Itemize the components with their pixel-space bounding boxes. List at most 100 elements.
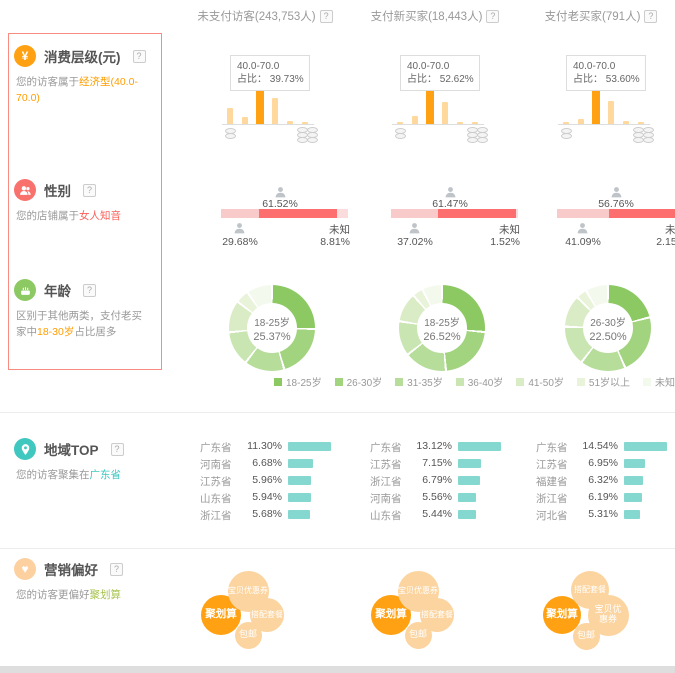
bar[interactable] — [272, 98, 278, 124]
gender-bar-segment-unknown[interactable] — [516, 209, 518, 218]
help-icon[interactable]: ? — [83, 183, 96, 197]
marketing-bubble[interactable]: 搭配套餐 — [250, 598, 284, 632]
help-icon[interactable]: ? — [110, 562, 123, 576]
legend-item[interactable]: 41-50岁 — [516, 374, 564, 389]
region-percent: 6.32% — [588, 474, 618, 486]
legend-swatch — [334, 377, 343, 386]
bar[interactable] — [623, 121, 629, 124]
section-gender: 性别 ? 您的店铺属于女人知音 — [14, 179, 162, 224]
legend-label: 未知 — [655, 378, 675, 389]
region-percent: 6.79% — [422, 474, 452, 486]
gender-bar-segment-male[interactable] — [391, 209, 438, 218]
marketing-bubble[interactable]: 包邮 — [404, 621, 432, 649]
region-bar[interactable] — [288, 476, 311, 485]
age-chart: 18-25岁 25.37% — [180, 280, 350, 376]
bar[interactable] — [227, 108, 233, 124]
age-donut[interactable]: 26-30岁 22.50% — [565, 285, 651, 371]
desc-highlight: 广东省 — [89, 469, 122, 481]
bar[interactable] — [426, 89, 434, 124]
age-donut[interactable]: 18-25岁 26.52% — [399, 285, 485, 371]
help-icon[interactable]: ? — [644, 10, 658, 23]
section-title: 消费层级(元) — [44, 50, 121, 65]
region-name: 浙江省 — [200, 510, 232, 522]
legend-item[interactable]: 36-40岁 — [455, 374, 503, 389]
region-bar[interactable] — [624, 459, 645, 468]
region-bar[interactable] — [458, 510, 476, 519]
help-icon[interactable]: ? — [83, 283, 96, 297]
help-icon[interactable]: ? — [110, 442, 124, 456]
bar[interactable] — [472, 122, 478, 124]
age-donut[interactable]: 18-25岁 25.37% — [229, 285, 315, 371]
help-icon[interactable]: ? — [486, 10, 500, 23]
region-bar[interactable] — [458, 493, 476, 502]
bar[interactable] — [563, 122, 569, 124]
region-row: 福建省 6.32% — [516, 474, 675, 490]
marketing-bubble[interactable]: 包邮 — [572, 622, 600, 650]
region-bar[interactable] — [624, 476, 643, 485]
region-row: 广东省 11.30% — [180, 440, 350, 456]
bar[interactable] — [608, 101, 614, 124]
region-bar[interactable] — [288, 493, 311, 502]
region-bar[interactable] — [458, 442, 501, 451]
legend-item[interactable]: 31-35岁 — [395, 374, 443, 389]
legend-label: 26-30岁 — [346, 378, 383, 389]
highlight-border-box — [8, 33, 162, 370]
people-icon — [14, 179, 36, 201]
bar[interactable] — [592, 89, 600, 124]
help-icon[interactable]: ? — [319, 10, 333, 23]
male-percent-label: 29.68% — [222, 236, 258, 248]
region-bar[interactable] — [624, 493, 642, 502]
bar[interactable] — [256, 89, 264, 124]
legend-item[interactable]: 18-25岁 — [274, 374, 322, 389]
gender-bar-segment-male[interactable] — [221, 209, 259, 218]
region-bar[interactable] — [288, 442, 331, 451]
region-bar[interactable] — [458, 459, 481, 468]
legend-item[interactable]: 26-30岁 — [334, 374, 383, 389]
bottom-scrollbar[interactable] — [0, 666, 675, 673]
region-bar[interactable] — [458, 476, 480, 485]
yen-icon: ¥ — [14, 45, 36, 67]
bar[interactable] — [638, 122, 644, 124]
consumption-chart: 40.0-70.0 占比： 39.73% — [180, 50, 350, 145]
gender-bar-segment-female[interactable] — [438, 209, 517, 218]
column-header-unpaid-visitors: 未支付访客(243,753人)? — [180, 8, 350, 24]
bar[interactable] — [397, 122, 403, 124]
section-description: 您的访客更偏好聚划算 — [16, 587, 144, 603]
gender-bar-segment-male[interactable] — [557, 209, 610, 218]
help-icon[interactable]: ? — [132, 49, 146, 63]
region-bar[interactable] — [288, 510, 310, 519]
gender-bar-segment-unknown[interactable] — [336, 209, 348, 218]
section-title: 地域TOP — [44, 443, 99, 458]
legend-item[interactable]: 51岁以上 — [576, 374, 630, 389]
desc-highlight: 18-30岁 — [37, 326, 75, 338]
region-bar[interactable] — [624, 510, 640, 519]
region-name: 河南省 — [370, 493, 402, 505]
consumption-chart: 40.0-70.0 占比： 53.60% — [516, 50, 675, 145]
age-center-label: 18-25岁 — [254, 317, 290, 329]
bar[interactable] — [242, 117, 248, 124]
bar[interactable] — [287, 121, 293, 124]
region-row: 江苏省 6.95% — [516, 457, 675, 473]
section-description: 区别于其他两类，支付老买家中18-30岁占比居多 — [16, 308, 144, 340]
legend-item[interactable]: 未知 — [643, 374, 675, 389]
legend-swatch — [395, 377, 404, 386]
gender-bar — [557, 209, 675, 218]
gender-chart: 56.76% 41.09% 未知2.15% — [516, 186, 675, 258]
region-name: 浙江省 — [370, 476, 402, 488]
gender-bar-segment-female[interactable] — [258, 209, 337, 218]
bar[interactable] — [578, 119, 584, 124]
region-bar[interactable] — [288, 459, 313, 468]
bar[interactable] — [412, 116, 418, 124]
region-percent: 5.68% — [252, 508, 282, 520]
gender-bar-segment-female[interactable] — [609, 209, 675, 218]
region-bar[interactable] — [624, 442, 667, 451]
bar[interactable] — [302, 122, 308, 124]
bar[interactable] — [457, 122, 463, 124]
column-header-label: 未支付访客(243,753人) — [197, 11, 316, 23]
marketing-bubble[interactable]: 包邮 — [234, 621, 262, 649]
desc-highlight: 女人知音 — [79, 210, 121, 222]
bar[interactable] — [442, 102, 448, 124]
person-icon-male — [408, 222, 421, 235]
region-row: 广东省 13.12% — [350, 440, 520, 456]
